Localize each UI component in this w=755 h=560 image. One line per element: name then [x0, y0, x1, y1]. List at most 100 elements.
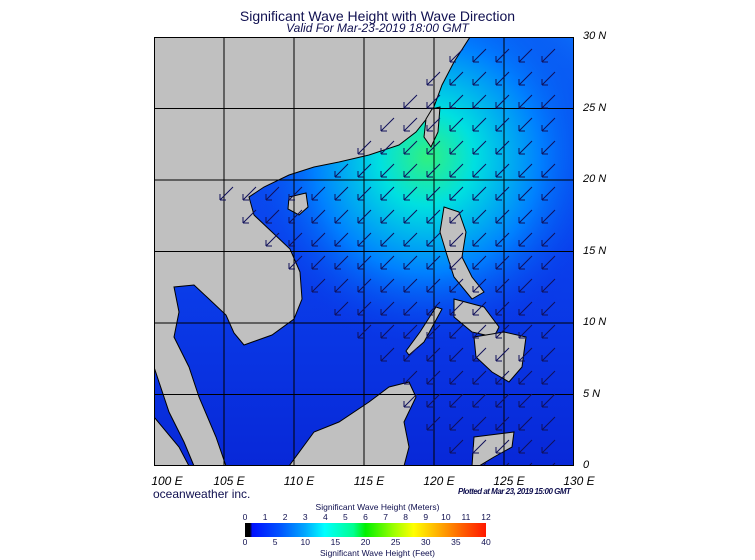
wave-arrow	[288, 232, 303, 247]
valid-time: Valid For Mar-23-2019 18:00 GMT	[286, 21, 469, 35]
meters-tick: 11	[461, 512, 471, 522]
plotted-time: Plotted at Mar 23, 2019 15:00 GMT	[458, 487, 571, 496]
wave-arrow	[380, 347, 395, 362]
wave-arrow	[472, 255, 487, 270]
colorbar	[245, 523, 486, 537]
taiwan	[423, 106, 441, 148]
meters-tick: 3	[302, 512, 308, 522]
wave-arrow	[495, 255, 510, 270]
wave-arrow	[495, 140, 510, 155]
wave-arrow	[449, 324, 464, 339]
wave-arrow	[357, 209, 372, 224]
wave-arrow	[472, 324, 487, 339]
wave-arrow	[472, 301, 487, 316]
wave-arrow	[472, 370, 487, 385]
feet-tick: 15	[330, 537, 341, 547]
wave-arrow	[449, 278, 464, 293]
wave-arrow	[449, 255, 464, 270]
palawan	[405, 306, 443, 356]
wave-arrow	[472, 347, 487, 362]
wave-arrow	[495, 71, 510, 86]
hainan	[287, 192, 309, 216]
wave-arrow	[472, 416, 487, 431]
wave-arrow	[426, 255, 441, 270]
wave-arrow	[449, 163, 464, 178]
wave-arrow	[495, 416, 510, 431]
feet-tick: 30	[421, 537, 431, 547]
meters-tick: 7	[383, 512, 388, 522]
wave-arrow	[541, 347, 556, 362]
borneo	[288, 381, 417, 466]
wave-arrow	[541, 232, 556, 247]
wave-arrow	[495, 232, 510, 247]
wave-arrow	[472, 163, 487, 178]
wave-arrow	[541, 255, 556, 270]
wave-arrow	[334, 301, 349, 316]
meters-tick: 10	[441, 512, 451, 522]
lat-label: 20 N	[583, 173, 607, 185]
wave-arrow	[357, 140, 372, 155]
wave-arrow	[403, 140, 418, 155]
wave-arrow	[472, 278, 487, 293]
wave-arrow	[518, 140, 533, 155]
wave-arrow	[426, 347, 441, 362]
wave-arrow	[311, 255, 326, 270]
wave-arrow	[541, 163, 556, 178]
meters-tick: 9	[423, 512, 429, 522]
lon-label: 125 E	[493, 474, 525, 488]
lon-label: 110 E	[283, 474, 315, 488]
wave-arrow	[380, 324, 395, 339]
wave-arrow	[403, 301, 418, 316]
wave-arrow	[426, 163, 441, 178]
wave-arrow	[495, 117, 510, 132]
wave-arrow	[518, 347, 533, 362]
colorbar-feet-title: Significant Wave Height (Feet)	[320, 548, 435, 558]
wave-arrow	[541, 71, 556, 86]
wave-arrow	[472, 140, 487, 155]
wave-map	[154, 37, 574, 466]
wave-arrow	[426, 186, 441, 201]
wave-arrow	[518, 186, 533, 201]
wave-arrow	[495, 48, 510, 63]
wave-arrow	[380, 278, 395, 293]
feet-tick: 35	[451, 537, 461, 547]
wave-arrow	[403, 94, 418, 109]
wave-arrow	[541, 94, 556, 109]
wave-arrow	[518, 278, 533, 293]
wave-arrow	[380, 186, 395, 201]
wave-arrow	[334, 278, 349, 293]
lon-label: 130 E	[563, 474, 595, 488]
wave-arrow	[403, 347, 418, 362]
wave-arrow	[403, 209, 418, 224]
meters-tick: 8	[403, 512, 409, 522]
wave-arrow	[518, 324, 533, 339]
lon-label: 120 E	[423, 474, 455, 488]
wave-arrow	[403, 370, 418, 385]
wave-arrow	[426, 393, 441, 408]
wave-arrow	[472, 117, 487, 132]
wave-arrow	[426, 370, 441, 385]
wave-arrow	[426, 94, 441, 109]
wave-arrow	[403, 163, 418, 178]
wave-arrow	[541, 416, 556, 431]
wave-arrow	[518, 48, 533, 63]
wave-arrow	[495, 163, 510, 178]
wave-arrow	[518, 255, 533, 270]
feet-tick: 25	[390, 537, 401, 547]
wave-arrow	[403, 324, 418, 339]
wave-arrow	[426, 140, 441, 155]
wave-arrow	[357, 278, 372, 293]
wave-arrow	[242, 209, 257, 224]
sumatra	[154, 416, 190, 466]
wave-arrow	[472, 232, 487, 247]
meters-tick: 1	[262, 512, 268, 522]
lat-label: 0	[583, 459, 590, 471]
wave-arrow	[518, 301, 533, 316]
wave-arrow	[518, 232, 533, 247]
colorbar-meters-title: Significant Wave Height (Meters)	[315, 502, 440, 512]
wave-arrow	[449, 117, 464, 132]
wave-arrow	[219, 186, 234, 201]
meters-tick: 6	[363, 512, 368, 522]
wave-arrow	[449, 439, 464, 454]
wave-arrow	[518, 94, 533, 109]
